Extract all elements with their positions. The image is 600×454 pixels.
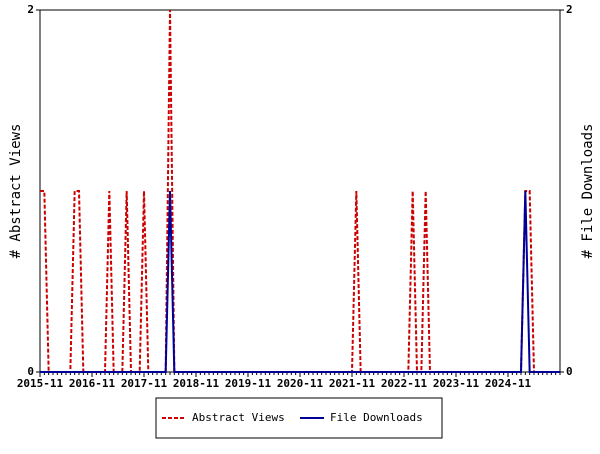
legend-box (155, 397, 443, 439)
series-line (40, 9, 560, 373)
y2-tick-label: 0 (566, 365, 573, 378)
x-tick-label: 2022-11 (381, 377, 428, 390)
x-tick-label: 2015-11 (17, 377, 64, 390)
x-tick-label: 2016-11 (69, 377, 116, 390)
series-line (40, 190, 560, 373)
legend-label: Abstract Views (192, 411, 285, 424)
legend-label: File Downloads (330, 411, 423, 424)
x-tick-label: 2023-11 (433, 377, 480, 390)
y-tick-label: 2 (27, 3, 34, 16)
x-tick-label: 2020-11 (277, 377, 324, 390)
y2-axis-label: # File Downloads (580, 124, 596, 259)
x-tick-label: 2024-11 (485, 377, 532, 390)
y-axis-label: # Abstract Views (8, 124, 24, 259)
y-tick-label: 0 (27, 365, 34, 378)
x-tick-label: 2019-11 (225, 377, 272, 390)
x-tick-label: 2017-11 (121, 377, 168, 390)
x-tick-label: 2021-11 (329, 377, 376, 390)
x-tick-label: 2018-11 (173, 377, 220, 390)
y2-tick-label: 2 (566, 3, 573, 16)
plot-frame (39, 9, 561, 373)
